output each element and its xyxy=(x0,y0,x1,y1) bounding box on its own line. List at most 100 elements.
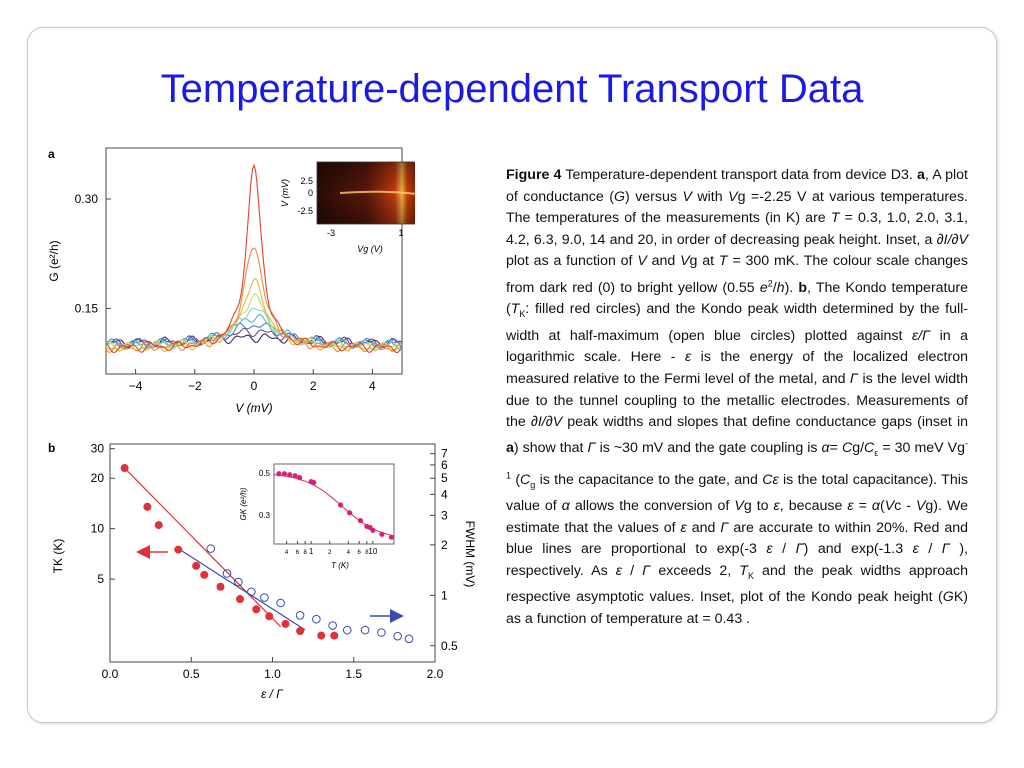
tk-point xyxy=(236,595,244,604)
caption-segment: : filled red circles) and the Kondo peak… xyxy=(506,301,968,344)
caption-segment: ε xyxy=(874,448,879,459)
blue-fit-line xyxy=(177,548,306,631)
caption-segment: is ~30 mV and the gate coupling is xyxy=(595,440,822,457)
x-tick-label: 0.5 xyxy=(183,667,200,681)
figure-label: Figure 4 xyxy=(506,167,562,183)
inset-heatmap-frame xyxy=(316,161,415,225)
tk-point xyxy=(216,582,225,591)
y-tick-label: 0.15 xyxy=(75,301,99,315)
caption-segment: are accurate to within 20%. Red and blue… xyxy=(506,519,968,558)
caption-segment: Γ xyxy=(795,541,804,558)
caption-segment: = 30 meV Vg xyxy=(878,440,965,457)
tk-point xyxy=(265,612,274,621)
caption-segment: g at xyxy=(689,253,719,270)
caption-segment: G xyxy=(613,188,625,205)
panel-a-xlabel: V (mV) xyxy=(235,401,272,415)
x-tick-label: 4 xyxy=(369,379,376,393)
caption-segment: Cε xyxy=(762,471,779,488)
caption-segment: T xyxy=(739,562,748,579)
inset-point xyxy=(379,531,385,537)
caption-segment: / xyxy=(772,279,777,296)
caption-segment: is the energy of the localized electron … xyxy=(506,349,968,387)
tk-point xyxy=(281,619,290,628)
caption-segment: with xyxy=(691,188,729,205)
caption-segment: ) show that xyxy=(513,440,588,457)
inset-a-xtick: 1 xyxy=(398,228,403,238)
x-tick-label: 0.0 xyxy=(102,667,119,681)
inset-point xyxy=(311,479,317,486)
caption-segment: ), respectively. As xyxy=(506,541,968,579)
x-tick-label: −2 xyxy=(188,379,202,393)
fwhm-point xyxy=(206,544,216,553)
panel-b-yticks-right: 0.5 1 2 3 4 567 xyxy=(430,447,458,653)
panel-a-label: a xyxy=(48,147,55,161)
caption-segment: G xyxy=(942,589,954,606)
y-tick-right-label: 3 xyxy=(441,508,448,522)
inset-point xyxy=(357,517,364,524)
caption-segment: ε xyxy=(680,519,687,536)
left-arrow-icon xyxy=(136,545,168,559)
caption-segment: V xyxy=(680,253,690,270)
panel-b-yticks: 5 10 20 30 xyxy=(91,442,115,586)
fwhm-point xyxy=(342,625,352,635)
y-tick-label: 10 xyxy=(91,522,105,536)
panel-b-label: b xyxy=(48,441,55,455)
caption-segment: ∂I/∂V xyxy=(936,231,968,248)
inset-point xyxy=(292,473,298,479)
inset-a-ytick: 2.5 xyxy=(300,176,313,186)
figure-panel-a: a −4 −2 0 2 4 0.15 0.30 V (mV) G (e²/h) 2.5 0… xyxy=(47,147,415,415)
caption-segment: g =-2.25 V at various temperatures. The … xyxy=(506,188,968,227)
caption-segment: ). xyxy=(784,279,799,296)
right-arrow-icon xyxy=(370,609,404,623)
caption-segment: exceeds 2, xyxy=(650,562,740,579)
caption-segment: h xyxy=(776,279,785,296)
y-tick-right-label: 1 xyxy=(441,588,448,602)
inset-x-tick-label: 10 xyxy=(368,547,377,556)
caption-segment: V xyxy=(915,498,926,514)
inset-b-ytick: 0.3 xyxy=(259,511,271,520)
inset-point xyxy=(281,471,288,477)
y-tick-right-label: 0.5 xyxy=(441,639,458,653)
inset-point xyxy=(337,502,344,508)
caption-segment: in a logarithmic scale. Here - xyxy=(506,327,968,366)
y-tick-label: 0.30 xyxy=(75,192,99,206)
tk-point xyxy=(143,502,152,511)
inset-heatmap-ridge xyxy=(339,190,415,195)
caption-segment: V xyxy=(682,188,692,205)
caption-segment: Γ xyxy=(941,541,950,558)
caption-segment: ε xyxy=(912,541,919,558)
panel-a-xticks: −4 −2 0 2 4 xyxy=(129,369,376,393)
caption-segment: a xyxy=(506,440,514,457)
inset-x-tick-label: 6 xyxy=(296,550,300,556)
y-tick-right-label: 2 xyxy=(441,538,448,552)
caption-segment: T xyxy=(510,301,520,318)
caption-segment: ε/Γ xyxy=(911,327,931,344)
inset-point xyxy=(287,472,293,478)
caption-segment: T xyxy=(718,253,728,270)
caption-segment: = 300 mK. The colour scale changes from … xyxy=(506,253,968,296)
caption-segment: C xyxy=(520,471,531,488)
caption-segment: ) and exp(-1.3 xyxy=(803,541,913,558)
panel-a-inset: 2.5 0 -2.5 -3 1 V (mV) Vg (V) xyxy=(280,161,415,254)
caption-text: Temperature-dependent transport data fro… xyxy=(506,167,968,627)
caption-segment: and xyxy=(646,253,681,270)
caption-segment: , The Kondo temperature ( xyxy=(506,279,969,318)
caption-segment: and the peak widths approach respective … xyxy=(506,562,968,606)
caption-segment: , A plot of conductance ( xyxy=(506,167,968,205)
inset-x-tick-label: 8 xyxy=(304,550,308,556)
inset-b-xlabel: T (K) xyxy=(331,561,349,570)
caption-segment: ε xyxy=(773,498,780,514)
inset-a-xtick: -3 xyxy=(327,228,335,238)
inset-x-tick-label: 2 xyxy=(328,550,332,556)
x-tick-label: 2 xyxy=(310,379,317,393)
tk-point xyxy=(192,561,201,570)
y-tick-label: 20 xyxy=(91,471,105,485)
caption-segment: ε xyxy=(684,349,692,366)
tk-point xyxy=(330,631,339,640)
caption-segment: g to xyxy=(743,498,774,514)
caption-segment: = xyxy=(853,498,872,514)
caption-segment: e xyxy=(759,279,768,296)
x-tick-label: 1.5 xyxy=(345,667,362,681)
curve-series xyxy=(105,277,403,353)
caption-segment: / xyxy=(918,541,942,558)
